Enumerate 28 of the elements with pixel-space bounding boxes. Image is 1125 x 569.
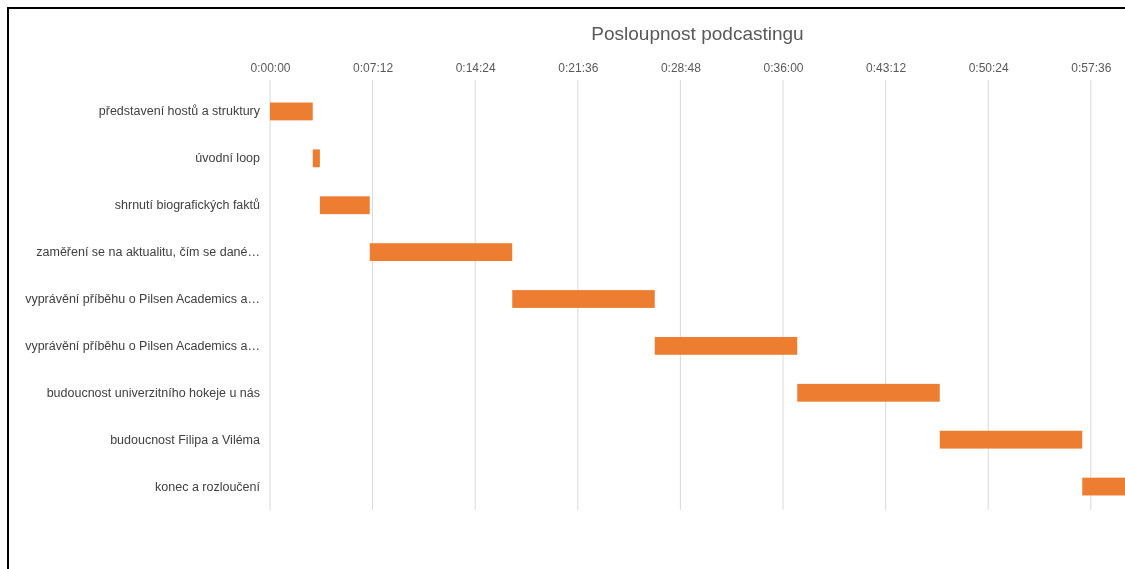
x-tick-label: 0:36:00 bbox=[763, 61, 804, 75]
bar bbox=[270, 102, 313, 121]
y-tick-label: vyprávění příběhu o Pilsen Academics a… bbox=[25, 338, 260, 353]
y-tick-label: představení hostů a struktury bbox=[98, 104, 261, 119]
bar bbox=[369, 243, 513, 262]
x-tick-label: 0:14:24 bbox=[455, 61, 497, 75]
bar bbox=[312, 149, 320, 168]
x-tick-label: 0:28:48 bbox=[660, 61, 702, 75]
x-tick-label: 0:21:36 bbox=[558, 61, 599, 75]
chart-title: Posloupnost podcastingu bbox=[591, 23, 804, 44]
y-tick-label: budoucnost Filipa a Viléma bbox=[110, 432, 261, 447]
x-tick-label: 0:57:36 bbox=[1071, 61, 1112, 75]
x-tick-label: 0:07:12 bbox=[353, 61, 394, 75]
bar bbox=[1082, 477, 1125, 496]
bar bbox=[939, 430, 1083, 449]
bar bbox=[797, 383, 940, 402]
y-tick-label: vyprávění příběhu o Pilsen Academics a… bbox=[25, 292, 260, 306]
y-tick-label: budoucnost univerzitního hokeje u nás bbox=[46, 385, 260, 400]
y-tick-label: konec a rozloučení bbox=[155, 479, 261, 494]
bar bbox=[319, 196, 370, 215]
y-tick-label: shrnutí biografických faktů bbox=[114, 198, 261, 213]
y-tick-label: úvodní loop bbox=[195, 151, 261, 166]
bar bbox=[654, 336, 798, 355]
x-tick-label: 0:43:12 bbox=[866, 61, 907, 75]
x-tick-label: 0:00:00 bbox=[250, 61, 291, 75]
x-tick-label: 0:50:24 bbox=[968, 61, 1010, 75]
y-tick-label: zaměření se na aktualitu, čím se dané… bbox=[36, 245, 260, 260]
bar bbox=[512, 290, 655, 308]
